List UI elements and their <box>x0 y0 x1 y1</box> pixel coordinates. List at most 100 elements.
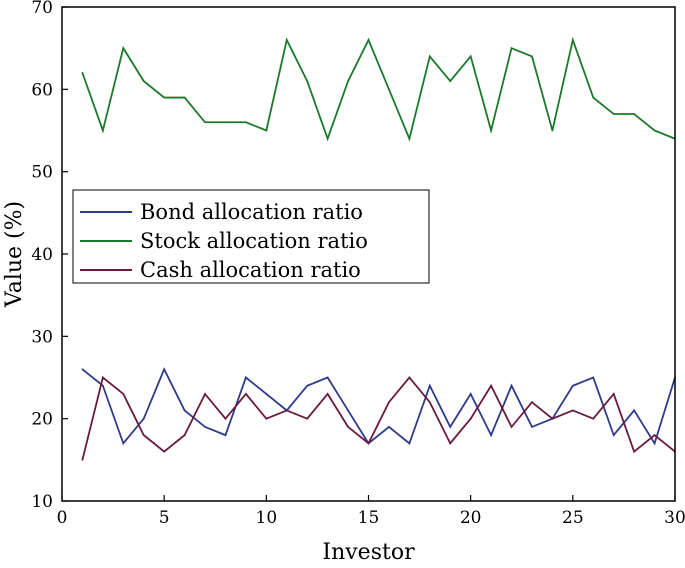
data-point-cash <box>633 450 636 453</box>
data-point-stock <box>183 96 186 99</box>
data-point-bond <box>122 442 125 445</box>
data-point-stock <box>571 39 574 41</box>
data-point-bond <box>224 434 227 437</box>
data-point-cash <box>571 409 574 412</box>
data-point-cash <box>510 426 513 428</box>
data-point-stock <box>428 55 431 58</box>
data-point-bond <box>204 426 206 428</box>
data-point-bond <box>347 409 349 412</box>
data-point-stock <box>653 129 656 132</box>
data-point-bond <box>428 384 431 387</box>
data-point-bond <box>81 368 84 371</box>
data-point-cash <box>101 376 104 379</box>
data-point-stock <box>101 129 104 132</box>
data-point-cash <box>326 393 329 395</box>
data-point-cash <box>428 401 431 404</box>
data-point-stock <box>306 80 309 82</box>
x-tick-label: 15 <box>358 508 380 528</box>
y-tick-label: 50 <box>31 163 53 183</box>
data-point-bond <box>612 434 615 437</box>
x-tick-label: 25 <box>562 508 584 528</box>
data-point-bond <box>653 442 656 445</box>
data-point-cash <box>408 376 411 379</box>
series-line-stock <box>81 36 676 142</box>
data-point-bond <box>469 393 472 395</box>
data-point-bond <box>633 409 636 412</box>
data-point-cash <box>306 417 309 420</box>
data-point-cash <box>612 393 615 395</box>
data-point-stock <box>204 121 206 124</box>
x-tick-label: 20 <box>460 508 482 528</box>
data-point-bond <box>326 376 329 379</box>
data-point-cash <box>285 409 288 412</box>
data-point-stock <box>449 80 452 82</box>
data-point-cash <box>204 393 206 395</box>
data-point-stock <box>347 80 349 82</box>
data-point-stock <box>224 121 227 124</box>
series-layer <box>81 36 676 461</box>
data-point-stock <box>245 121 247 124</box>
data-point-stock <box>163 96 166 99</box>
data-point-bond <box>408 442 411 445</box>
y-axis-title: Value (%) <box>2 201 27 308</box>
axis-layer: 0 5 10 15 20 25 30 10 20 30 40 50 60 70 <box>31 0 685 528</box>
legend-box <box>72 189 430 284</box>
data-point-stock <box>142 80 145 82</box>
data-point-cash <box>142 434 145 437</box>
data-point-bond <box>163 368 166 371</box>
data-point-cash <box>183 434 186 437</box>
data-point-stock <box>285 39 288 41</box>
y-tick-label: 10 <box>31 492 53 512</box>
data-point-cash <box>122 393 125 395</box>
data-point-bond <box>592 376 595 379</box>
legend-label-cash: Cash allocation ratio <box>140 258 361 282</box>
data-point-stock <box>592 96 595 99</box>
data-point-bond <box>531 426 533 428</box>
legend-label-stock: Stock allocation ratio <box>140 229 368 253</box>
data-point-bond <box>142 417 145 420</box>
data-point-cash <box>245 393 247 395</box>
data-point-cash <box>388 401 390 404</box>
data-point-stock <box>551 129 554 132</box>
y-tick-label: 20 <box>31 410 53 430</box>
data-point-stock <box>490 129 492 132</box>
x-tick-label: 0 <box>57 508 68 528</box>
data-point-stock <box>510 47 513 50</box>
data-point-stock <box>122 47 125 50</box>
data-point-cash <box>367 442 370 445</box>
data-point-bond <box>265 393 268 395</box>
y-tick-label: 60 <box>31 80 53 100</box>
data-point-bond <box>510 384 513 387</box>
data-point-bond <box>245 376 247 379</box>
data-point-cash <box>265 417 268 420</box>
data-point-stock <box>81 71 84 74</box>
y-tick-label: 30 <box>31 327 53 347</box>
data-point-stock <box>633 113 636 115</box>
data-point-bond <box>101 384 104 387</box>
data-point-cash <box>347 426 349 428</box>
legend: Bond allocation ratio Stock allocation r… <box>72 189 430 284</box>
data-point-bond <box>571 384 574 387</box>
data-point-stock <box>388 88 390 91</box>
data-point-stock <box>531 55 533 58</box>
data-point-bond <box>388 426 390 428</box>
data-point-cash <box>449 442 452 445</box>
data-point-stock <box>265 129 268 132</box>
data-point-cash <box>531 401 533 404</box>
series-line-cash <box>81 375 676 461</box>
data-point-cash <box>224 417 227 420</box>
data-point-stock <box>367 39 370 41</box>
x-tick-label: 5 <box>159 508 170 528</box>
data-point-cash <box>163 450 166 453</box>
data-point-stock <box>612 113 615 115</box>
legend-label-bond: Bond allocation ratio <box>140 200 363 224</box>
data-point-stock <box>408 137 411 140</box>
data-point-bond <box>490 434 492 437</box>
data-point-stock <box>469 55 472 58</box>
data-point-cash <box>592 417 595 420</box>
y-tick-label: 70 <box>31 0 53 18</box>
data-point-cash <box>551 417 554 420</box>
data-point-cash <box>81 458 84 461</box>
